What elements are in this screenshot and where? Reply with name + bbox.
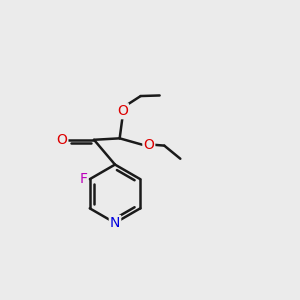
- Text: O: O: [143, 138, 154, 152]
- Text: O: O: [117, 104, 128, 118]
- Text: F: F: [79, 172, 87, 186]
- Text: O: O: [56, 133, 68, 147]
- Text: N: N: [110, 216, 120, 230]
